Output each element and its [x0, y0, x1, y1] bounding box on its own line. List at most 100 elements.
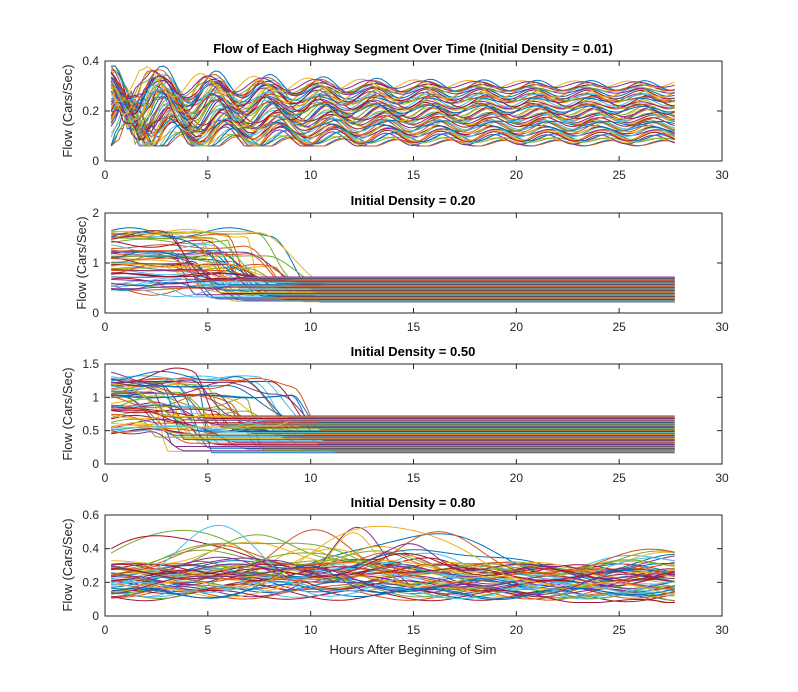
subplot-1-series-line — [110, 98, 675, 131]
subplot-4-series-line — [111, 531, 675, 589]
subplot-1-series-line — [111, 65, 675, 107]
y-tick-label: 0.4 — [82, 54, 99, 68]
subplot-3-ticks: 0 5 10 15 20 25 30 0 0.5 1 1.5 — [82, 357, 729, 485]
x-tick-label: 20 — [510, 320, 524, 334]
subplot-1-series-line — [110, 81, 675, 137]
y-tick-label: 0.4 — [82, 542, 99, 556]
x-tick-label: 5 — [204, 320, 211, 334]
x-tick-label: 5 — [204, 471, 211, 485]
x-tick-label: 0 — [102, 471, 109, 485]
subplot-1-series — [110, 65, 675, 147]
subplot-3: Initial Density = 0.50 0 5 10 15 20 25 30 0 0.5 1… — [60, 344, 729, 485]
subplot-3-series-line — [111, 379, 675, 417]
subplot-3-series-line — [111, 423, 675, 432]
subplot-3-series-line — [111, 384, 675, 439]
subplot-3-series-line — [111, 406, 675, 434]
x-tick-label: 25 — [612, 168, 626, 182]
subplot-3-series-line — [111, 394, 675, 423]
y-tick-label: 0.2 — [82, 104, 99, 118]
subplot-1: Flow of Each Highway Segment Over Time (… — [60, 41, 729, 182]
subplot-1-series-line — [110, 87, 675, 139]
x-tick-label: 15 — [407, 623, 421, 637]
y-tick-label: 0 — [92, 609, 99, 623]
subplot-3-series-line — [111, 422, 675, 435]
subplot-3-series-line — [111, 414, 675, 450]
x-tick-label: 30 — [715, 320, 729, 334]
x-tick-label: 10 — [304, 623, 318, 637]
subplot-3-title: Initial Density = 0.50 — [351, 344, 476, 359]
subplot-3-series-line — [111, 395, 675, 447]
subplot-4-series-line — [111, 566, 675, 596]
subplot-4-title: Initial Density = 0.80 — [351, 495, 476, 510]
subplot-3-series-line — [111, 382, 675, 441]
subplot-1-series-line — [111, 79, 675, 130]
subplot-1-series-line — [110, 78, 675, 121]
subplot-3-ylabel: Flow (Cars/Sec) — [60, 367, 75, 460]
subplot-3-series-line — [111, 382, 675, 429]
subplot-4-series-line — [111, 552, 675, 600]
subplot-2-ylabel: Flow (Cars/Sec) — [74, 216, 89, 309]
subplot-4-series-line — [111, 543, 675, 579]
subplot-4-series-line — [111, 544, 675, 574]
subplot-3-series-line — [111, 383, 675, 444]
y-tick-label: 0 — [92, 306, 99, 320]
subplot-1-series-line — [111, 83, 675, 105]
x-tick-label: 25 — [612, 623, 626, 637]
subplot-3-series-line — [111, 429, 675, 452]
y-tick-label: 0.5 — [82, 424, 99, 438]
subplot-3-series-line — [111, 418, 675, 438]
subplot-4-series-line — [111, 570, 675, 584]
subplot-4-series-line — [111, 565, 675, 599]
x-tick-label: 20 — [510, 471, 524, 485]
subplot-3-series-line — [111, 396, 675, 444]
subplot-3-series-line — [111, 377, 675, 431]
x-tick-label: 10 — [304, 320, 318, 334]
x-tick-label: 5 — [204, 168, 211, 182]
subplot-3-series-line — [111, 418, 675, 443]
subplot-4-series-line — [111, 561, 675, 598]
subplot-3-series-line — [111, 402, 675, 442]
subplot-4-series-line — [111, 524, 675, 600]
subplot-3-series-line — [111, 404, 675, 418]
subplot-3-series-line — [111, 371, 675, 428]
x-tick-label: 15 — [407, 320, 421, 334]
subplot-3-series-line — [111, 385, 675, 449]
y-tick-label: 0.6 — [82, 508, 99, 522]
y-tick-label: 0 — [92, 457, 99, 471]
subplot-4-series-line — [111, 589, 675, 603]
x-tick-label: 25 — [612, 320, 626, 334]
x-tick-label: 0 — [102, 320, 109, 334]
x-tick-label: 15 — [407, 471, 421, 485]
subplot-3-series-line — [111, 408, 675, 432]
x-tick-label: 10 — [304, 471, 318, 485]
subplot-4-series-line — [111, 525, 675, 595]
subplot-1-series-line — [110, 65, 675, 107]
subplot-2: Initial Density = 0.20 0 5 10 15 20 25 30 0 1 2 F… — [74, 193, 729, 334]
subplot-3-series — [111, 367, 675, 454]
subplot-3-series-line — [111, 385, 675, 427]
x-tick-label: 10 — [304, 168, 318, 182]
subplot-3-series-line — [111, 371, 675, 421]
subplot-4-ylabel: Flow (Cars/Sec) — [60, 518, 75, 611]
y-tick-label: 1 — [92, 390, 99, 404]
subplot-1-title: Flow of Each Highway Segment Over Time (… — [213, 41, 613, 56]
subplot-3-series-line — [111, 404, 675, 426]
subplot-4-series-line — [111, 552, 675, 575]
subplot-3-series-line — [111, 392, 675, 423]
subplot-2-series-line — [111, 276, 675, 287]
subplot-3-series-line — [111, 413, 675, 431]
subplot-4-series — [110, 524, 675, 603]
subplot-1-series-line — [110, 70, 675, 100]
subplot-3-series-line — [111, 422, 675, 448]
subplot-2-series — [111, 227, 675, 303]
subplot-1-series-line — [110, 90, 675, 120]
subplot-4-ticks: 0 5 10 15 20 25 30 0 0.2 0.4 0.6 — [82, 508, 729, 637]
subplot-1-series-line — [110, 72, 675, 112]
y-tick-label: 1 — [92, 256, 99, 270]
subplot-2-title: Initial Density = 0.20 — [351, 193, 476, 208]
subplot-4-series-line — [111, 563, 675, 597]
subplot-3-series-line — [111, 418, 675, 429]
subplot-1-series-line — [110, 106, 675, 147]
y-tick-label: 1.5 — [82, 357, 99, 371]
